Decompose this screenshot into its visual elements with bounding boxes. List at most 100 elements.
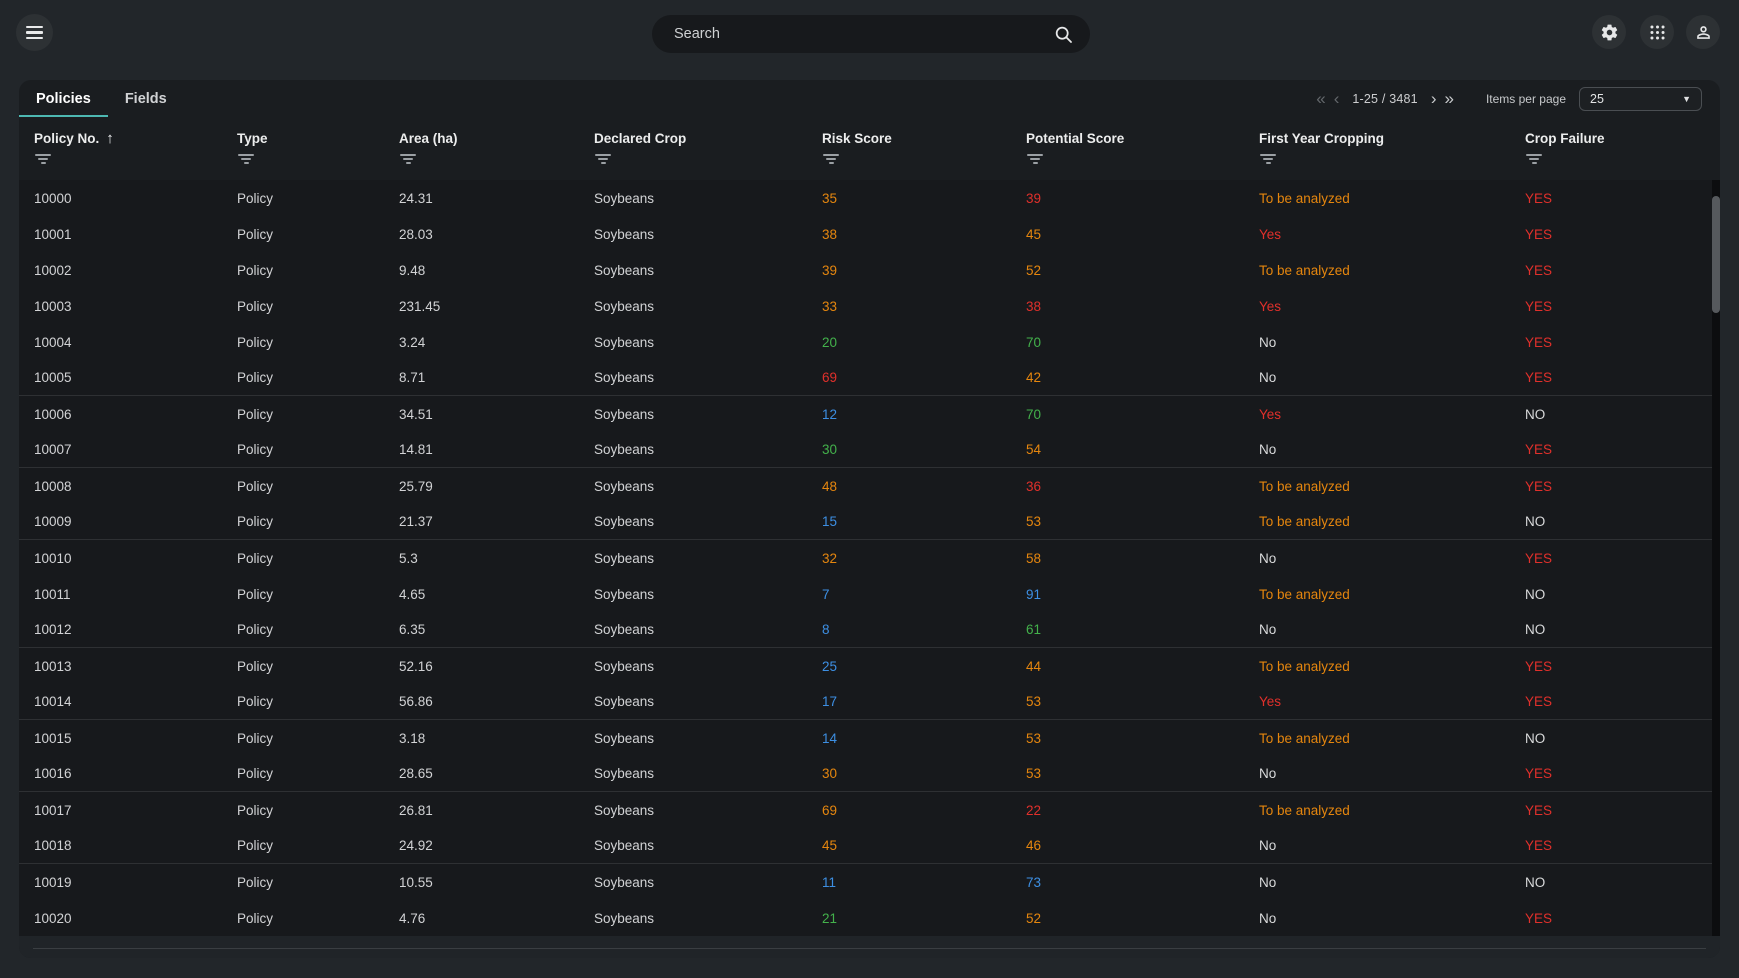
- table-row[interactable]: 10004 Policy 3.24 Soybeans 20 70 No YES: [19, 324, 1720, 360]
- filter-icon[interactable]: [1525, 153, 1543, 167]
- cell-type: Policy: [237, 514, 274, 529]
- column-header-declared-crop[interactable]: Declared Crop ↑: [594, 117, 822, 180]
- cell-type: Policy: [237, 838, 274, 853]
- table-row[interactable]: 10018 Policy 24.92 Soybeans 45 46 No YES: [19, 828, 1720, 864]
- cell-type: Policy: [237, 802, 274, 818]
- table-row[interactable]: 10014 Policy 56.86 Soybeans 17 53 Yes YE…: [19, 684, 1720, 720]
- cell-area: 25.79: [399, 478, 433, 494]
- cell-risk-score: 39: [822, 262, 838, 278]
- cell-crop-failure: YES: [1525, 298, 1553, 314]
- pagination-first-button[interactable]: «: [1316, 89, 1326, 108]
- cell-crop-failure: NO: [1525, 586, 1546, 602]
- cell-area: 56.86: [399, 694, 433, 709]
- cell-risk-score: 25: [822, 658, 838, 674]
- filter-icon[interactable]: [399, 153, 417, 167]
- table-row[interactable]: 10012 Policy 6.35 Soybeans 8 61 No NO: [19, 612, 1720, 648]
- cell-potential-score: 53: [1026, 514, 1042, 529]
- cell-first-year-cropping: To be analyzed: [1259, 514, 1350, 529]
- cell-risk-score: 21: [822, 910, 838, 926]
- vertical-scrollbar[interactable]: [1712, 180, 1720, 936]
- cell-potential-score: 45: [1026, 226, 1042, 242]
- cell-risk-score: 17: [822, 694, 838, 709]
- tab-policies[interactable]: Policies: [19, 80, 108, 117]
- column-label: First Year Cropping: [1259, 130, 1385, 146]
- page-size-value: 25: [1590, 91, 1604, 106]
- filter-icon[interactable]: [822, 153, 840, 167]
- table-row[interactable]: 10000 Policy 24.31 Soybeans 35 39 To be …: [19, 180, 1720, 216]
- scrollbar-thumb[interactable]: [1712, 196, 1720, 313]
- cell-area: 4.76: [399, 910, 426, 926]
- profile-button[interactable]: [1686, 15, 1720, 49]
- pagination: « ‹ 1-25 / 3481 › » Items per page 25 ▼: [1312, 80, 1702, 117]
- cell-declared-crop: Soybeans: [594, 514, 655, 529]
- column-header-type[interactable]: Type ↑: [237, 117, 399, 180]
- cell-declared-crop: Soybeans: [594, 550, 655, 566]
- table-row[interactable]: 10009 Policy 21.37 Soybeans 15 53 To be …: [19, 504, 1720, 540]
- table-row[interactable]: 10019 Policy 10.55 Soybeans 11 73 No NO: [19, 864, 1720, 900]
- table-row[interactable]: 10006 Policy 34.51 Soybeans 12 70 Yes NO: [19, 396, 1720, 432]
- table-row[interactable]: 10003 Policy 231.45 Soybeans 33 38 Yes Y…: [19, 288, 1720, 324]
- table-row[interactable]: 10016 Policy 28.65 Soybeans 30 53 No YES: [19, 756, 1720, 792]
- cell-declared-crop: Soybeans: [594, 658, 655, 674]
- table-row[interactable]: 10020 Policy 4.76 Soybeans 21 52 No YES: [19, 900, 1720, 936]
- cell-first-year-cropping: To be analyzed: [1259, 658, 1350, 674]
- column-label: Type: [237, 130, 268, 146]
- table-row[interactable]: 10007 Policy 14.81 Soybeans 30 54 No YES: [19, 432, 1720, 468]
- pagination-next-button[interactable]: ›: [1430, 89, 1437, 108]
- cell-type: Policy: [237, 442, 274, 457]
- cell-declared-crop: Soybeans: [594, 478, 655, 494]
- cell-potential-score: 42: [1026, 370, 1042, 385]
- tab-fields[interactable]: Fields: [124, 90, 167, 107]
- settings-button[interactable]: [1592, 15, 1626, 49]
- table-row[interactable]: 10001 Policy 28.03 Soybeans 38 45 Yes YE…: [19, 216, 1720, 252]
- cell-risk-score: 20: [822, 334, 838, 350]
- cell-declared-crop: Soybeans: [594, 406, 655, 422]
- table-row[interactable]: 10011 Policy 4.65 Soybeans 7 91 To be an…: [19, 576, 1720, 612]
- filter-icon[interactable]: [1026, 153, 1044, 167]
- cell-type: Policy: [237, 190, 274, 206]
- column-header-area-ha[interactable]: Area (ha) ↑: [399, 117, 594, 180]
- cell-type: Policy: [237, 658, 274, 674]
- cell-policy-no: 10007: [34, 442, 72, 457]
- column-header-policy-no[interactable]: Policy No. ↑: [34, 117, 237, 180]
- cell-declared-crop: Soybeans: [594, 442, 655, 457]
- column-header-risk-score[interactable]: Risk Score ↑: [822, 117, 1026, 180]
- pagination-last-button[interactable]: »: [1444, 89, 1454, 108]
- cell-declared-crop: Soybeans: [594, 802, 655, 818]
- table-row[interactable]: 10015 Policy 3.18 Soybeans 14 53 To be a…: [19, 720, 1720, 756]
- column-header-potential-score[interactable]: Potential Score ↑: [1026, 117, 1259, 180]
- filter-icon[interactable]: [237, 153, 255, 167]
- apps-button[interactable]: [1640, 15, 1674, 49]
- cell-type: Policy: [237, 262, 274, 278]
- table-row[interactable]: 10008 Policy 25.79 Soybeans 48 36 To be …: [19, 468, 1720, 504]
- filter-icon[interactable]: [1259, 153, 1277, 167]
- search-icon[interactable]: [1053, 24, 1074, 45]
- table-row[interactable]: 10005 Policy 8.71 Soybeans 69 42 No YES: [19, 360, 1720, 396]
- column-header-crop-failure[interactable]: Crop Failure ↑: [1525, 117, 1690, 180]
- table-row[interactable]: 10010 Policy 5.3 Soybeans 32 58 No YES: [19, 540, 1720, 576]
- table-row[interactable]: 10017 Policy 26.81 Soybeans 69 22 To be …: [19, 792, 1720, 828]
- cell-declared-crop: Soybeans: [594, 190, 655, 206]
- column-header-first-year-cropping[interactable]: First Year Cropping ↑: [1259, 117, 1525, 180]
- cell-crop-failure: YES: [1525, 802, 1553, 818]
- menu-button[interactable]: [16, 14, 53, 51]
- table-row[interactable]: 10013 Policy 52.16 Soybeans 25 44 To be …: [19, 648, 1720, 684]
- page-size-select[interactable]: 25 ▼: [1579, 86, 1702, 111]
- cell-risk-score: 32: [822, 550, 838, 566]
- table-row[interactable]: 10002 Policy 9.48 Soybeans 39 52 To be a…: [19, 252, 1720, 288]
- cell-crop-failure: YES: [1525, 370, 1553, 385]
- cell-area: 34.51: [399, 406, 433, 422]
- items-per-page-label: Items per page: [1485, 91, 1566, 106]
- cell-policy-no: 10013: [34, 658, 72, 674]
- cell-area: 8.71: [399, 370, 426, 385]
- filter-icon[interactable]: [34, 153, 52, 167]
- cell-declared-crop: Soybeans: [594, 730, 655, 746]
- pagination-prev-button[interactable]: ‹: [1333, 89, 1340, 108]
- cell-first-year-cropping: Yes: [1259, 226, 1282, 242]
- cell-first-year-cropping: No: [1259, 766, 1277, 781]
- search-input[interactable]: [672, 25, 1053, 43]
- cell-crop-failure: YES: [1525, 334, 1553, 350]
- cell-potential-score: 70: [1026, 334, 1042, 350]
- filter-icon[interactable]: [594, 153, 612, 167]
